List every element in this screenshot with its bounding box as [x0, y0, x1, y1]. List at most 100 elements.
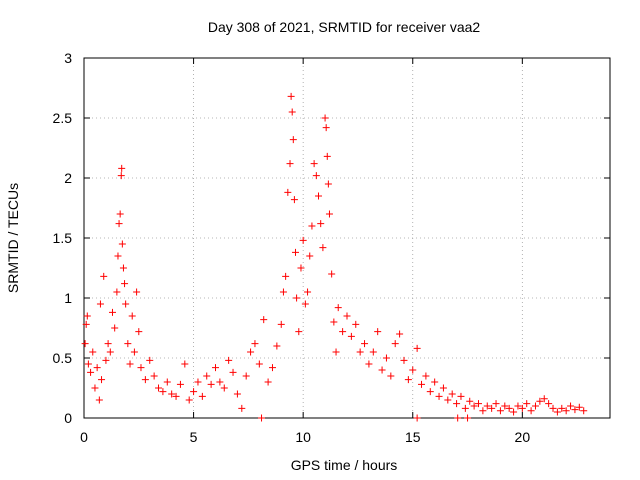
y-tick-label: 0 [64, 410, 72, 426]
data-point [116, 210, 124, 218]
x-tick-label: 10 [295, 429, 311, 445]
data-point [400, 356, 408, 364]
data-point [549, 404, 557, 412]
data-point [553, 408, 561, 416]
data-point [439, 384, 447, 392]
data-point [268, 364, 276, 372]
data-point [488, 404, 496, 412]
data-point [297, 264, 305, 272]
data-point [501, 402, 509, 410]
data-point [448, 390, 456, 398]
plot-frame [83, 57, 611, 419]
data-point [545, 400, 553, 408]
data-point [247, 348, 255, 356]
grid [84, 58, 610, 418]
data-point [369, 348, 377, 356]
data-point [121, 280, 129, 288]
data-point [284, 188, 292, 196]
data-point [81, 340, 89, 348]
data-point [461, 404, 469, 412]
data-point [418, 380, 426, 388]
data-point [466, 397, 474, 405]
data-point [95, 396, 103, 404]
data-point [91, 384, 99, 392]
data-point [82, 320, 90, 328]
data-point [365, 360, 373, 368]
data-point [102, 356, 110, 364]
data-point [114, 252, 122, 260]
data-point [505, 404, 513, 412]
data-point [492, 400, 500, 408]
data-point [273, 342, 281, 350]
data-point [135, 328, 143, 336]
data-point [479, 407, 487, 415]
data-point [409, 366, 417, 374]
x-tick-label: 20 [515, 429, 531, 445]
data-point [378, 366, 386, 374]
data-point [540, 395, 548, 403]
data-point [242, 372, 250, 380]
data-points [81, 92, 588, 422]
y-tick-label: 1 [64, 290, 72, 306]
y-tick-label: 1.5 [53, 230, 73, 246]
data-point [225, 356, 233, 364]
data-point [115, 220, 123, 228]
data-point [356, 348, 364, 356]
data-point [295, 328, 303, 336]
data-point [306, 252, 314, 260]
data-point [453, 400, 461, 408]
data-point [319, 244, 327, 252]
data-point [137, 364, 145, 372]
data-point [207, 380, 215, 388]
data-point [518, 404, 526, 412]
x-tick-label: 15 [405, 429, 421, 445]
data-point [301, 300, 309, 308]
x-axis-label: GPS time / hours [291, 457, 398, 473]
data-point [108, 308, 116, 316]
data-point [483, 402, 491, 410]
data-point [113, 288, 121, 296]
y-tick-label: 2 [64, 170, 72, 186]
data-point [163, 378, 171, 386]
data-point [391, 340, 399, 348]
data-point [203, 372, 211, 380]
data-point [141, 376, 149, 384]
data-point [117, 172, 125, 180]
data-point [289, 136, 297, 144]
data-point [264, 378, 272, 386]
data-point [181, 360, 189, 368]
data-point [562, 407, 570, 415]
data-point [304, 288, 312, 296]
data-point [288, 108, 296, 116]
data-point [531, 402, 539, 410]
data-point [299, 236, 307, 244]
data-point [325, 210, 333, 218]
data-point [124, 340, 132, 348]
data-point [470, 402, 478, 410]
data-point [580, 407, 588, 415]
data-point [104, 340, 112, 348]
data-point [255, 360, 263, 368]
data-point [323, 152, 331, 160]
data-point [352, 320, 360, 328]
data-point [457, 392, 465, 400]
data-point [426, 388, 434, 396]
data-point [89, 348, 97, 356]
data-point [229, 368, 237, 376]
data-point [310, 160, 318, 168]
data-point [277, 320, 285, 328]
data-point [185, 396, 193, 404]
data-point [321, 114, 329, 122]
data-point [96, 300, 104, 308]
data-point [258, 414, 266, 422]
data-point [291, 248, 299, 256]
data-point [260, 316, 268, 324]
data-point [413, 344, 421, 352]
y-tick-label: 2.5 [53, 110, 73, 126]
data-point [251, 340, 259, 348]
data-point [510, 408, 518, 416]
data-point [523, 400, 531, 408]
data-point [464, 414, 472, 422]
data-point [98, 376, 106, 384]
